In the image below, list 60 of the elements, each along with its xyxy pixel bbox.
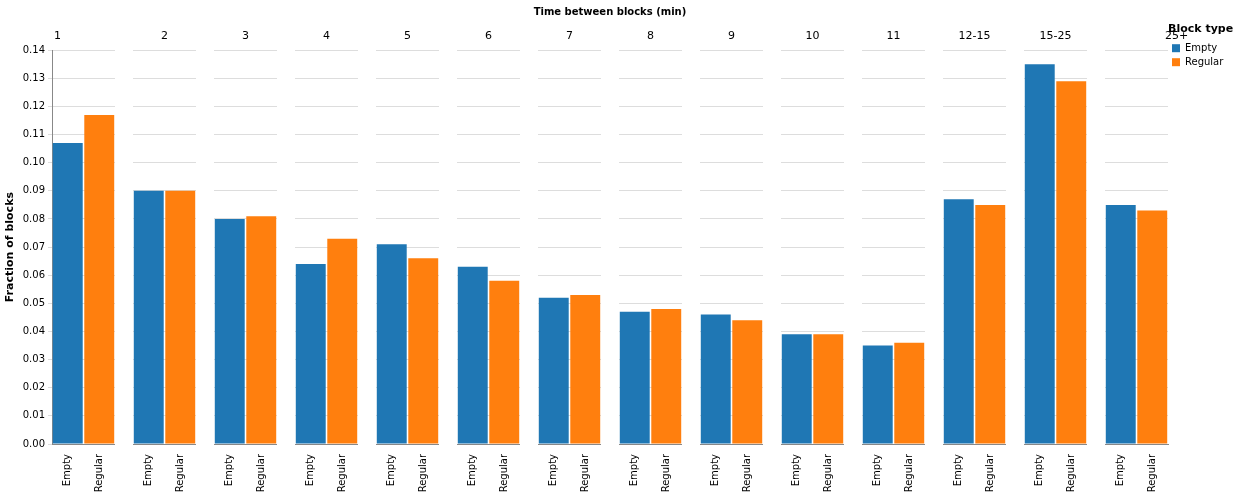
x-tick-label: Regular <box>578 453 590 493</box>
x-tick-label: Regular <box>335 453 347 493</box>
x-tick-label: Empty <box>385 453 397 487</box>
x-tick-label: Empty <box>1114 453 1126 487</box>
x-tick-label: Regular <box>659 453 671 493</box>
y-axis-title: Fraction of blocks <box>3 191 17 303</box>
chart-title: 2 <box>161 29 168 43</box>
chart-title: 3 <box>242 29 249 43</box>
x-tick-label: Empty <box>547 453 559 487</box>
y-tick-label: 0.00 <box>22 437 45 449</box>
x-tick-label: Empty <box>628 453 640 487</box>
chart-title: 7 <box>566 29 573 43</box>
legend-label: Empty <box>1185 41 1218 53</box>
x-tick-label: Regular <box>983 453 995 493</box>
x-tick-label: Regular <box>821 453 833 493</box>
y-tick-label: 0.11 <box>22 128 45 140</box>
x-tick-label: Empty <box>709 453 721 487</box>
x-tick-label: Empty <box>952 453 964 487</box>
text: Time between blocks (min) <box>532 6 688 19</box>
x-tick-label: Regular <box>497 453 509 493</box>
x-tick-label: Regular <box>740 453 752 493</box>
y-tick-label: 0.12 <box>22 100 45 112</box>
x-tick-label: Regular <box>1064 453 1076 493</box>
y-tick-label: 0.01 <box>22 409 45 421</box>
chart-title: 15-25 <box>1039 29 1072 43</box>
chart-title: 10 <box>805 29 820 43</box>
y-tick-label: 0.05 <box>22 296 45 308</box>
y-tick-label: 0.03 <box>22 353 45 365</box>
y-tick-label: 0.04 <box>22 325 45 337</box>
y-tick-label: 0.09 <box>22 184 45 196</box>
x-tick-label: Empty <box>466 453 478 487</box>
x-tick-label: Regular <box>902 453 914 493</box>
legend-label: Regular <box>1185 55 1225 67</box>
y-tick-label: 0.02 <box>22 381 45 393</box>
y-tick-label: 0.14 <box>22 43 45 55</box>
y-tick-label: 0.10 <box>22 156 45 168</box>
y-tick-label: 0.08 <box>22 212 45 224</box>
x-tick-label: Empty <box>1033 453 1045 487</box>
chart-title: 1 <box>54 29 61 43</box>
chart-title: 4 <box>323 29 330 43</box>
x-tick-label: Regular <box>173 453 185 493</box>
chart-title: 12-15 <box>958 29 991 43</box>
x-tick-label: Regular <box>1145 453 1157 493</box>
y-tick-label: 0.06 <box>22 268 45 280</box>
x-tick-label: Empty <box>304 453 316 487</box>
y-tick-label: 0.13 <box>22 71 45 83</box>
x-tick-label: Regular <box>92 453 104 493</box>
x-tick-label: Empty <box>61 453 73 487</box>
x-tick-label: Empty <box>871 453 883 487</box>
x-tick-label: Regular <box>254 453 266 493</box>
chart-title: 9 <box>728 29 735 43</box>
x-tick-label: Empty <box>790 453 802 487</box>
chart-title: 8 <box>647 29 654 43</box>
chart-title: 5 <box>404 29 411 43</box>
x-tick-label: Empty <box>223 453 235 487</box>
chart-title: 6 <box>485 29 492 43</box>
x-tick-label: Empty <box>142 453 154 487</box>
chart-title: 11 <box>886 29 901 43</box>
y-tick-label: 0.07 <box>22 240 45 252</box>
x-tick-label: Regular <box>416 453 428 493</box>
